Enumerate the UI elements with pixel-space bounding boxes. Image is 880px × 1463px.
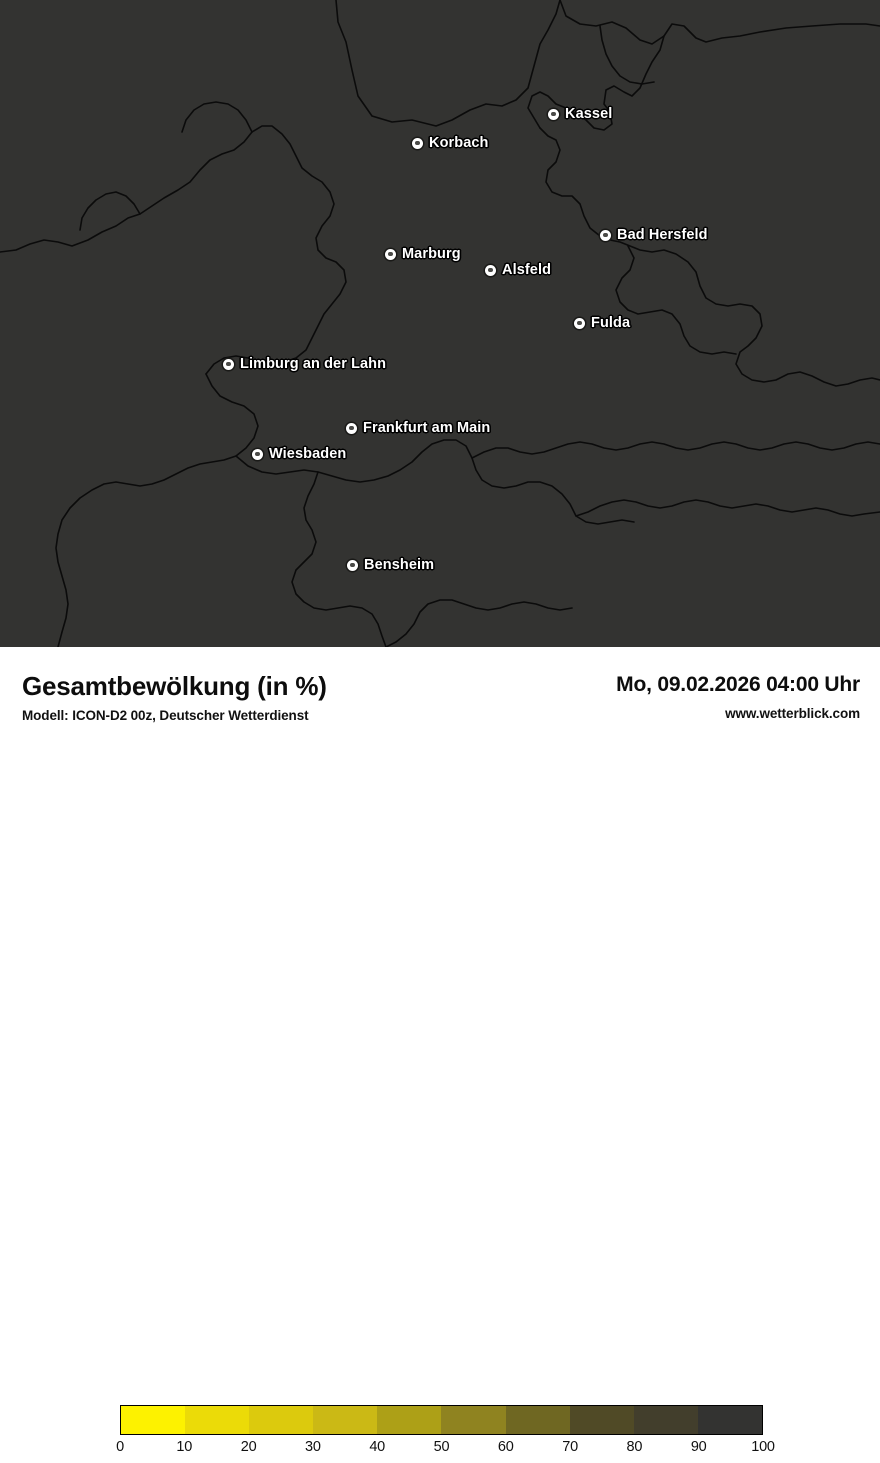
colorbar-tick: 70 bbox=[562, 1439, 578, 1455]
colorbar-segment bbox=[697, 1406, 762, 1434]
colorbar-tick: 60 bbox=[497, 1439, 514, 1455]
city-marker[interactable]: Wiesbaden bbox=[252, 446, 346, 462]
city-marker[interactable]: Alsfeld bbox=[485, 262, 551, 278]
city-dot-icon bbox=[574, 317, 585, 329]
colorbar-container: 0 10 20 30 40 50 60 70 80 90 100 bbox=[116, 1405, 775, 1463]
city-dot-icon bbox=[600, 229, 611, 241]
city-dot-icon bbox=[347, 559, 358, 571]
colorbar-tick: 80 bbox=[626, 1439, 643, 1455]
city-dot-icon bbox=[412, 137, 423, 149]
colorbar-tick: 0 bbox=[116, 1439, 124, 1455]
city-dot-icon bbox=[548, 108, 559, 120]
colorbar-segment bbox=[377, 1406, 442, 1434]
date-block: Mo, 09.02.2026 04:00 Uhr www.wetterblick… bbox=[616, 673, 860, 721]
city-dot-icon bbox=[385, 248, 396, 260]
forecast-timestamp: Mo, 09.02.2026 04:00 Uhr bbox=[616, 673, 860, 696]
city-dot-icon bbox=[346, 422, 357, 434]
city-marker[interactable]: Kassel bbox=[548, 106, 612, 122]
title-block: Gesamtbewölkung (in %) Modell: ICON-D2 0… bbox=[22, 672, 327, 723]
map-borders-overlay bbox=[0, 0, 880, 647]
colorbar-tick: 30 bbox=[305, 1439, 321, 1455]
city-marker[interactable]: Bad Hersfeld bbox=[600, 227, 708, 243]
city-marker[interactable]: Fulda bbox=[574, 315, 630, 331]
colorbar-segment bbox=[505, 1406, 570, 1434]
city-label: Kassel bbox=[565, 106, 613, 122]
colorbar-segment bbox=[633, 1406, 698, 1434]
city-label: Wiesbaden bbox=[269, 446, 347, 462]
city-marker[interactable]: Limburg an der Lahn bbox=[223, 356, 386, 372]
city-label: Marburg bbox=[402, 246, 461, 262]
page-title: Gesamtbewölkung (in %) bbox=[22, 671, 327, 701]
city-label: Fulda bbox=[591, 315, 631, 331]
city-dot-icon bbox=[485, 264, 496, 276]
colorbar-tick: 50 bbox=[433, 1439, 450, 1455]
colorbar-tick: 90 bbox=[690, 1439, 707, 1455]
colorbar-tick: 10 bbox=[176, 1439, 193, 1455]
weather-map-panel[interactable]: Kassel Korbach Bad Hersfeld Marburg Alsfeld F… bbox=[0, 0, 880, 647]
colorbar-tick-labels: 0 10 20 30 40 50 60 70 80 90 100 bbox=[116, 1439, 775, 1463]
colorbar-segment bbox=[441, 1406, 506, 1434]
city-label: Korbach bbox=[429, 135, 489, 151]
colorbar-segment bbox=[249, 1406, 314, 1434]
city-label: Frankfurt am Main bbox=[363, 420, 491, 436]
city-marker[interactable]: Marburg bbox=[385, 246, 461, 262]
city-dot-icon bbox=[223, 358, 234, 370]
colorbar-tick: 20 bbox=[240, 1439, 257, 1455]
legend-footer: Gesamtbewölkung (in %) Modell: ICON-D2 0… bbox=[0, 647, 880, 1455]
colorbar-segment bbox=[185, 1406, 250, 1434]
colorbar-scale bbox=[120, 1405, 763, 1435]
colorbar-segment bbox=[313, 1406, 378, 1434]
cloud-cover-raster bbox=[0, 0, 880, 647]
colorbar-segment bbox=[121, 1406, 186, 1434]
city-marker[interactable]: Korbach bbox=[412, 135, 489, 151]
model-subtitle: Modell: ICON-D2 00z, Deutscher Wetterdie… bbox=[22, 707, 309, 723]
colorbar-segment bbox=[569, 1406, 634, 1434]
city-marker[interactable]: Bensheim bbox=[347, 557, 434, 573]
colorbar-tick: 40 bbox=[369, 1439, 386, 1455]
city-label: Bensheim bbox=[364, 557, 435, 573]
city-label: Limburg an der Lahn bbox=[240, 356, 387, 372]
website-label: www.wetterblick.com bbox=[725, 706, 860, 721]
city-dot-icon bbox=[252, 448, 263, 460]
city-label: Bad Hersfeld bbox=[617, 227, 708, 243]
city-label: Alsfeld bbox=[502, 262, 552, 278]
city-marker[interactable]: Frankfurt am Main bbox=[346, 420, 490, 436]
colorbar-tick: 100 bbox=[751, 1439, 775, 1455]
